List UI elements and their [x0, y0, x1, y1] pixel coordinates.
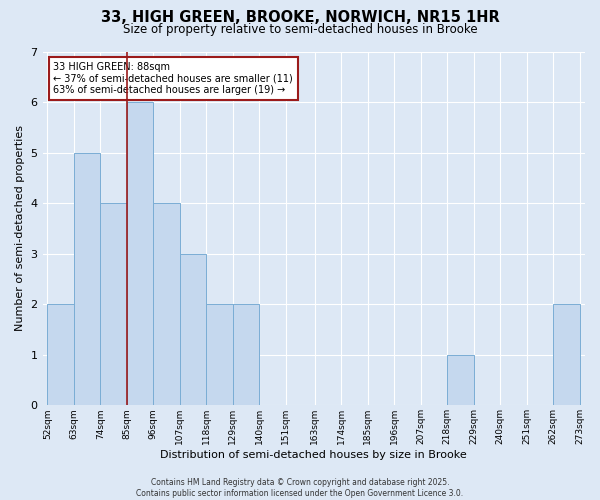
- Bar: [233, 304, 259, 406]
- Text: 33 HIGH GREEN: 88sqm
← 37% of semi-detached houses are smaller (11)
63% of semi-: 33 HIGH GREEN: 88sqm ← 37% of semi-detac…: [53, 62, 293, 96]
- Text: Size of property relative to semi-detached houses in Brooke: Size of property relative to semi-detach…: [122, 22, 478, 36]
- Bar: [74, 152, 100, 406]
- Y-axis label: Number of semi-detached properties: Number of semi-detached properties: [15, 126, 25, 332]
- Bar: [100, 203, 127, 406]
- Bar: [180, 254, 206, 406]
- Bar: [47, 304, 74, 406]
- Bar: [154, 203, 180, 406]
- Bar: [448, 355, 474, 406]
- Text: Contains HM Land Registry data © Crown copyright and database right 2025.
Contai: Contains HM Land Registry data © Crown c…: [136, 478, 464, 498]
- Bar: [553, 304, 580, 406]
- Text: 33, HIGH GREEN, BROOKE, NORWICH, NR15 1HR: 33, HIGH GREEN, BROOKE, NORWICH, NR15 1H…: [101, 10, 499, 25]
- X-axis label: Distribution of semi-detached houses by size in Brooke: Distribution of semi-detached houses by …: [160, 450, 467, 460]
- Bar: [127, 102, 154, 406]
- Bar: [206, 304, 233, 406]
